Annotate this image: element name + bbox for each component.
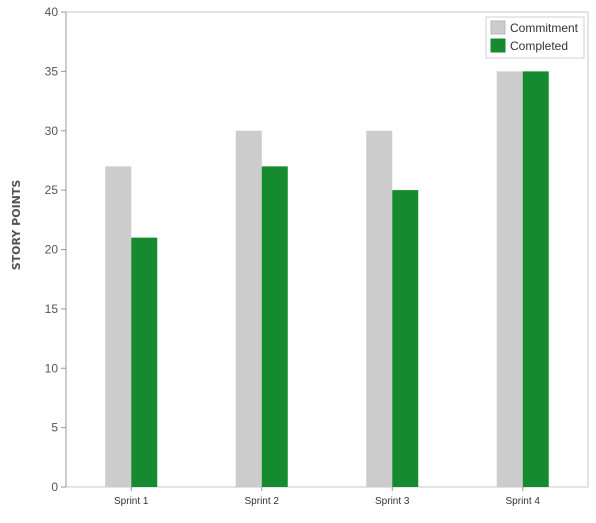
bars: [105, 71, 549, 487]
bar-commitment-sprint-2: [235, 130, 262, 487]
y-tick-label: 15: [45, 302, 59, 316]
bar-commitment-sprint-3: [366, 130, 393, 487]
bar-completed-sprint-2: [261, 166, 288, 487]
y-tick-label: 30: [45, 124, 59, 138]
x-axis: Sprint 1 Sprint 2 Sprint 3 Sprint 4: [114, 487, 540, 507]
y-tick-label: 20: [45, 243, 59, 257]
bar-completed-sprint-4: [522, 71, 549, 487]
legend: Commitment Completed: [485, 16, 585, 59]
y-tick-label: 10: [45, 361, 59, 375]
legend-label: Commitment: [510, 21, 579, 35]
bar-completed-sprint-1: [131, 237, 158, 487]
legend-swatch: [490, 20, 506, 35]
x-tick-label: Sprint 2: [245, 496, 280, 507]
bar-commitment-sprint-4: [496, 71, 523, 487]
y-tick-label: 40: [45, 5, 59, 19]
bar-completed-sprint-3: [392, 190, 419, 487]
legend-swatch: [490, 38, 506, 53]
bar-commitment-sprint-1: [105, 166, 132, 487]
x-tick-label: Sprint 1: [114, 496, 149, 507]
legend-label: Completed: [510, 39, 568, 53]
y-tick-label: 35: [45, 64, 59, 78]
y-axis-title: STORY POINTS: [10, 180, 23, 271]
x-tick-label: Sprint 3: [375, 496, 410, 507]
y-tick-label: 5: [51, 421, 58, 435]
y-tick-label: 0: [51, 480, 58, 494]
x-tick-label: Sprint 4: [506, 496, 541, 507]
y-axis: 0 5 10 15 20 25 30 35 40: [45, 5, 67, 494]
y-tick-label: 25: [45, 183, 59, 197]
